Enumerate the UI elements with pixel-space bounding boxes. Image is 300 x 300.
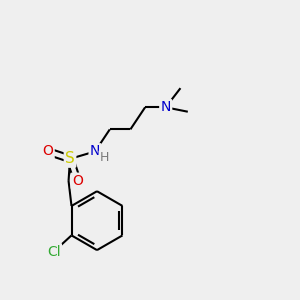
Text: Cl: Cl xyxy=(47,244,61,259)
Text: N: N xyxy=(90,145,100,158)
Text: H: H xyxy=(100,152,109,164)
Text: S: S xyxy=(65,151,75,166)
Text: Cl: Cl xyxy=(47,244,61,259)
Text: O: O xyxy=(43,145,53,158)
Text: N: N xyxy=(160,100,171,114)
Text: O: O xyxy=(72,174,83,188)
